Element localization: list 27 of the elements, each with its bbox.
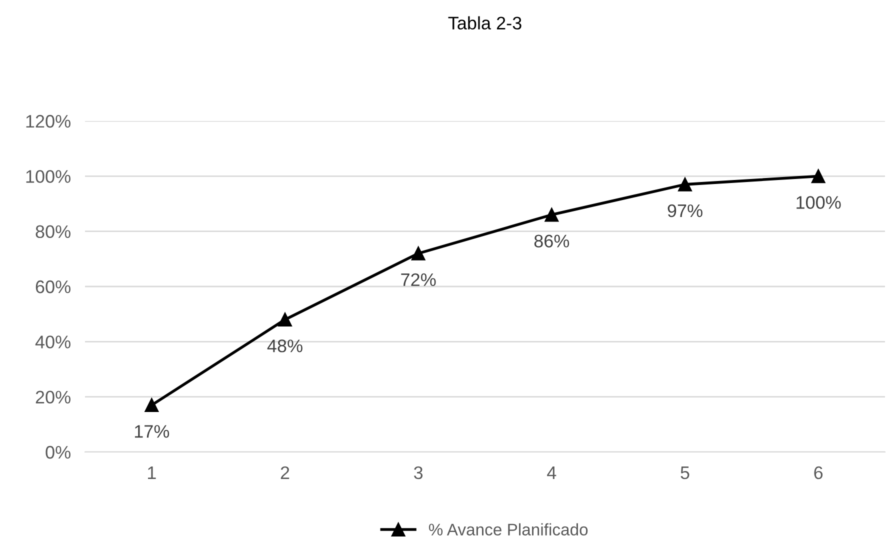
point [411,246,426,260]
x-tick-label: 5 [680,466,690,480]
y-tick-label: 20% [36,390,70,404]
point [278,312,292,327]
data-label: 100% [796,196,841,209]
legend-label: % Avance Planificado [428,523,588,536]
data-label: 72% [401,273,436,286]
data-label: 48% [267,340,302,352]
y-tick-label: 40% [35,336,70,348]
point [811,169,826,184]
data-label: 97% [668,204,702,218]
y-tick-label: 60% [36,280,70,294]
y-tick-label: 120% [26,114,70,128]
point [144,398,159,412]
point [544,208,559,222]
x-tick-label: 6 [814,466,823,480]
y-tick-label: 0% [46,446,70,459]
x-tick-label: 3 [414,466,423,480]
x-tick-label: 1 [148,466,156,479]
x-tick-label: 4 [547,466,556,479]
y-tick-label: 100% [26,170,70,183]
data-label: 86% [534,234,570,248]
chart-title: Tabla 2-3 [448,16,522,30]
point [678,177,692,192]
y-tick-label: 80% [36,225,70,238]
data-label: 17% [134,425,170,438]
x-tick-label: 2 [280,466,290,479]
